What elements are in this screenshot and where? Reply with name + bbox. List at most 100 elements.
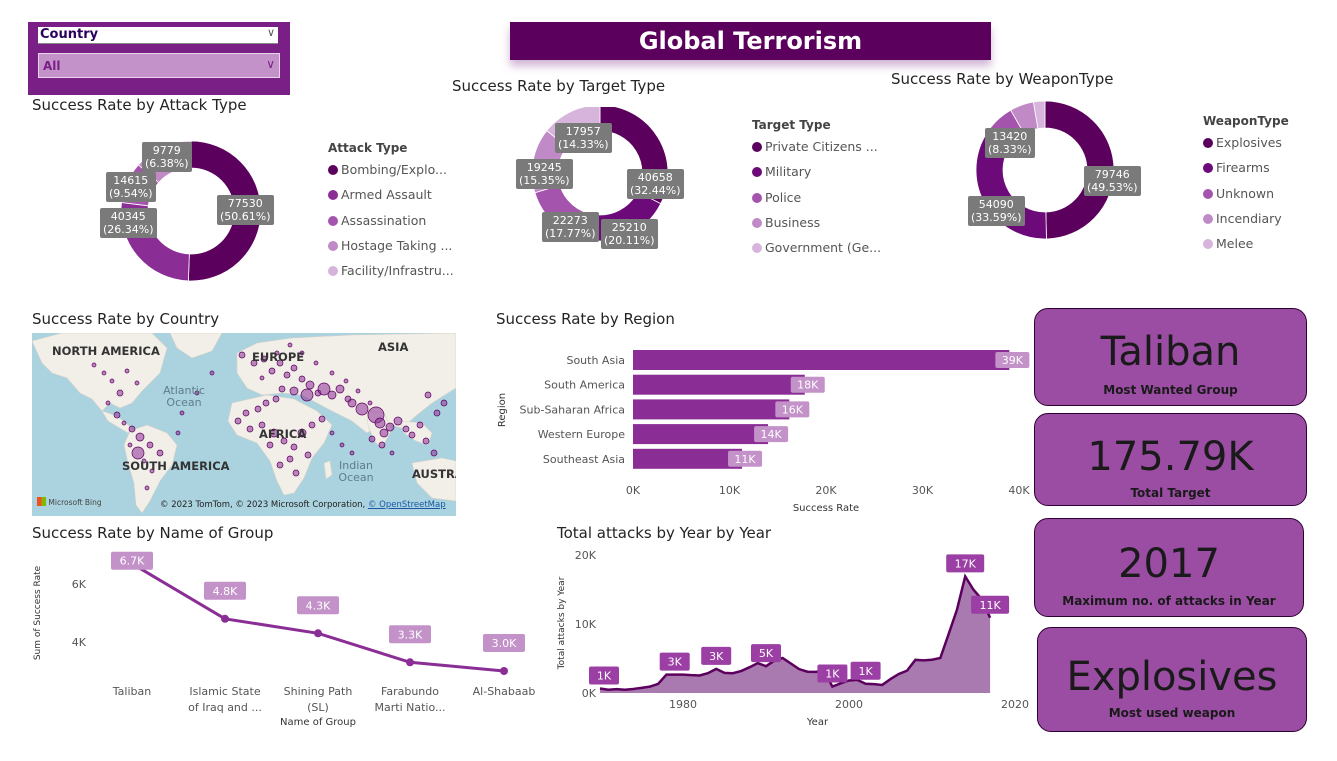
map-bubble[interactable]: [134, 380, 140, 386]
group-line[interactable]: [131, 562, 505, 673]
legend-item[interactable]: Armed Assault: [328, 187, 432, 202]
map-bubble[interactable]: [286, 455, 294, 463]
map-bubble[interactable]: [146, 441, 154, 449]
map-bubble[interactable]: [290, 364, 298, 372]
region-bar[interactable]: [633, 374, 805, 395]
map-bubble[interactable]: [355, 402, 369, 416]
slicer-dropdown[interactable]: All ∨: [38, 53, 280, 78]
legend-item[interactable]: Melee: [1203, 236, 1253, 251]
map-bubble[interactable]: [262, 399, 270, 407]
map-bubble[interactable]: [290, 443, 298, 451]
region-bar[interactable]: [633, 448, 743, 469]
map-bubble[interactable]: [318, 415, 326, 423]
legend-item[interactable]: Business: [752, 215, 820, 230]
map-bubble[interactable]: [175, 430, 181, 436]
map-bubble[interactable]: [268, 367, 276, 375]
legend-item[interactable]: Unknown: [1203, 186, 1274, 201]
map-bubble[interactable]: [124, 368, 130, 374]
map-bubble[interactable]: [313, 360, 319, 366]
group-line-chart[interactable]: 4K 6K 6.7K 4.8K 4.3K 3.3K 3.0K Taliban Islamic S…: [28, 545, 540, 735]
legend-item[interactable]: Hostage Taking ...: [328, 238, 452, 253]
map-bubble[interactable]: [289, 386, 299, 396]
legend-item[interactable]: Bombing/Explo...: [328, 162, 447, 177]
map-bubble[interactable]: [379, 428, 389, 438]
map-bubble[interactable]: [276, 359, 284, 367]
map-bubble[interactable]: [408, 431, 416, 439]
map-bubble[interactable]: [259, 375, 265, 381]
legend-item[interactable]: Military: [752, 164, 811, 179]
map-bubble[interactable]: [278, 385, 286, 393]
map-bubble[interactable]: [305, 380, 315, 390]
map-bubble[interactable]: [349, 450, 355, 456]
map-bubble[interactable]: [378, 441, 386, 449]
map-bubble[interactable]: [283, 371, 291, 379]
osm-link[interactable]: © OpenStreetMap: [367, 500, 446, 510]
map-bubble[interactable]: [422, 437, 430, 445]
map-bubble[interactable]: [304, 451, 312, 459]
map-bubble[interactable]: [272, 395, 280, 403]
map-bubble[interactable]: [194, 390, 200, 396]
map-bubble[interactable]: [144, 485, 150, 491]
map-bubble[interactable]: [276, 461, 284, 469]
map-bubble[interactable]: [246, 425, 254, 433]
map-bubble[interactable]: [339, 442, 345, 448]
map-bubble[interactable]: [385, 422, 395, 432]
map-bubble[interactable]: [127, 442, 133, 448]
group-point[interactable]: [406, 658, 414, 667]
map-bubble[interactable]: [374, 417, 386, 429]
donut-slice[interactable]: [1044, 100, 1115, 240]
country-map[interactable]: NORTH AMERICA EUROPE ASIA AFRICA SOUTH A…: [32, 333, 456, 516]
map-bubble[interactable]: [297, 428, 307, 438]
legend-item[interactable]: Assassination: [328, 213, 426, 228]
region-bar[interactable]: [633, 350, 1010, 370]
map-bubble[interactable]: [105, 400, 111, 406]
year-area[interactable]: [600, 576, 991, 693]
donut-slice[interactable]: [1032, 100, 1046, 130]
map-bubble[interactable]: [343, 378, 349, 384]
legend-item[interactable]: Explosives: [1203, 135, 1282, 150]
map-bubble[interactable]: [135, 432, 145, 442]
map-bubble[interactable]: [292, 469, 300, 477]
group-point[interactable]: [500, 667, 508, 675]
map-bubble[interactable]: [280, 437, 288, 445]
year-area-chart[interactable]: 0K 10K 20K 1K 3K 3K 5K 1K 1K 17K 11K 1980 2000 2020 Ye…: [552, 545, 1030, 735]
map-bubble[interactable]: [367, 400, 373, 406]
map-bubble[interactable]: [308, 421, 316, 429]
map-bubble[interactable]: [424, 391, 432, 399]
map-bubble[interactable]: [440, 399, 448, 407]
map-bubble[interactable]: [269, 428, 279, 438]
group-point[interactable]: [314, 629, 322, 638]
group-point[interactable]: [221, 614, 229, 623]
region-bar[interactable]: [633, 399, 790, 420]
map-bubble[interactable]: [116, 389, 124, 397]
legend-item[interactable]: Facility/Infrastru...: [328, 263, 454, 278]
map-bubble[interactable]: [416, 421, 424, 429]
map-bubble[interactable]: [149, 468, 155, 474]
chevron-down-icon[interactable]: ∨: [266, 57, 275, 71]
map-bubble[interactable]: [121, 420, 127, 426]
map-bubble[interactable]: [258, 421, 266, 429]
legend-item[interactable]: Private Citizens ...: [752, 139, 878, 154]
map-bubble[interactable]: [242, 409, 250, 417]
map-bubble[interactable]: [327, 390, 337, 400]
map-bubble[interactable]: [430, 449, 438, 457]
map-bubble[interactable]: [287, 342, 293, 348]
map-bubble[interactable]: [402, 425, 410, 433]
map-bubble[interactable]: [91, 362, 97, 368]
map-bubble[interactable]: [101, 370, 107, 376]
region-bar-chart[interactable]: South Asia 39K South America 18K Sub-Saharan…: [493, 338, 1033, 518]
map-bubble[interactable]: [250, 359, 258, 367]
map-bubble[interactable]: [329, 430, 335, 436]
map-bubble[interactable]: [317, 382, 331, 396]
map-bubble[interactable]: [254, 405, 262, 413]
map-bubble[interactable]: [156, 449, 164, 457]
map-bubble[interactable]: [274, 350, 280, 356]
map-bubble[interactable]: [433, 409, 441, 417]
legend-item[interactable]: Government (Ge...: [752, 240, 881, 255]
map-bubble[interactable]: [238, 351, 246, 359]
map-bubble[interactable]: [355, 388, 361, 394]
year-line[interactable]: [599, 573, 992, 692]
map-bubble[interactable]: [113, 411, 121, 419]
map-bubble[interactable]: [389, 450, 395, 456]
legend-item[interactable]: Firearms: [1203, 160, 1270, 175]
